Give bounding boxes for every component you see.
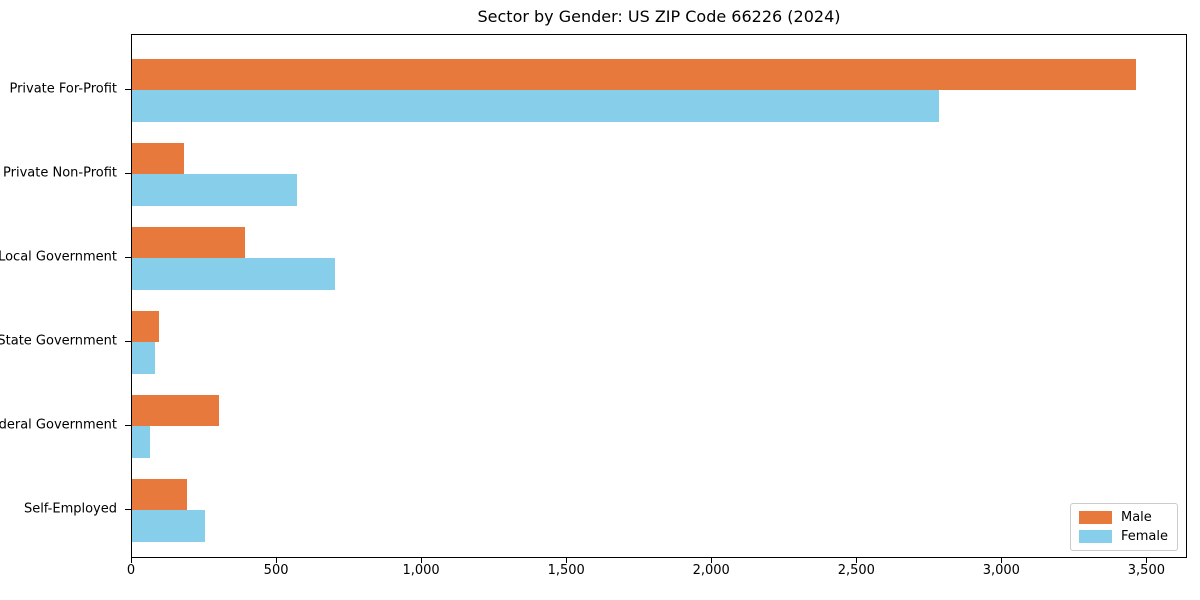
xtick-label: 3,000 — [982, 563, 1020, 578]
ytick-label: Local Government — [0, 249, 117, 265]
ytick-mark — [125, 257, 131, 258]
xtick-mark — [131, 558, 132, 563]
xtick-mark — [421, 558, 423, 563]
ytick-label: Private For-Profit — [9, 81, 117, 97]
xtick-label: 1,500 — [547, 563, 585, 578]
xtick-mark — [566, 558, 568, 563]
bar-female-private-for-profit — [132, 90, 939, 122]
xtick-mark — [1001, 558, 1003, 563]
male-color-swatch — [1078, 511, 1112, 524]
xtick-label: 500 — [263, 563, 289, 578]
bar-male-state-government — [132, 310, 159, 342]
bar-male-local-government — [132, 226, 246, 258]
chart-title: Sector by Gender: US ZIP Code 66226 (202… — [477, 7, 841, 26]
ytick-mark — [125, 425, 131, 426]
plot-area: Male Female — [131, 34, 1187, 558]
bar-female-self-employed — [132, 510, 205, 542]
xtick-label: 2,000 — [692, 563, 730, 578]
bar-male-self-employed — [132, 478, 188, 510]
ytick-label: Self-Employed — [23, 501, 117, 517]
legend: Male Female — [1069, 503, 1178, 551]
xtick-mark — [1146, 558, 1148, 563]
bar-female-private-non-profit — [132, 174, 298, 206]
ytick-label: State Government — [0, 333, 117, 349]
legend-entry-male: Male — [1078, 510, 1168, 525]
xtick-label: 1,000 — [402, 563, 440, 578]
legend-entry-female: Female — [1078, 529, 1168, 544]
bar-female-local-government — [132, 258, 336, 290]
ytick-mark — [125, 341, 131, 342]
xtick-mark — [856, 558, 858, 563]
bar-female-federal-government — [132, 426, 150, 458]
ytick-mark — [125, 509, 131, 510]
ytick-mark — [125, 89, 131, 90]
bar-male-private-for-profit — [132, 58, 1136, 90]
xtick-label: 2,500 — [837, 563, 875, 578]
ytick-label: Private Non-Profit — [3, 165, 117, 181]
bar-female-state-government — [132, 342, 156, 374]
bar-male-federal-government — [132, 394, 219, 426]
legend-label-male: Male — [1120, 510, 1152, 525]
ytick-label: Federal Government — [0, 417, 117, 433]
female-color-swatch — [1078, 530, 1112, 543]
xtick-mark — [711, 558, 713, 563]
ytick-mark — [125, 173, 131, 174]
xtick-mark — [276, 558, 278, 563]
xtick-label: 0 — [126, 563, 136, 578]
bar-male-private-non-profit — [132, 142, 185, 174]
xtick-label: 3,500 — [1127, 563, 1165, 578]
legend-label-female: Female — [1120, 529, 1168, 544]
